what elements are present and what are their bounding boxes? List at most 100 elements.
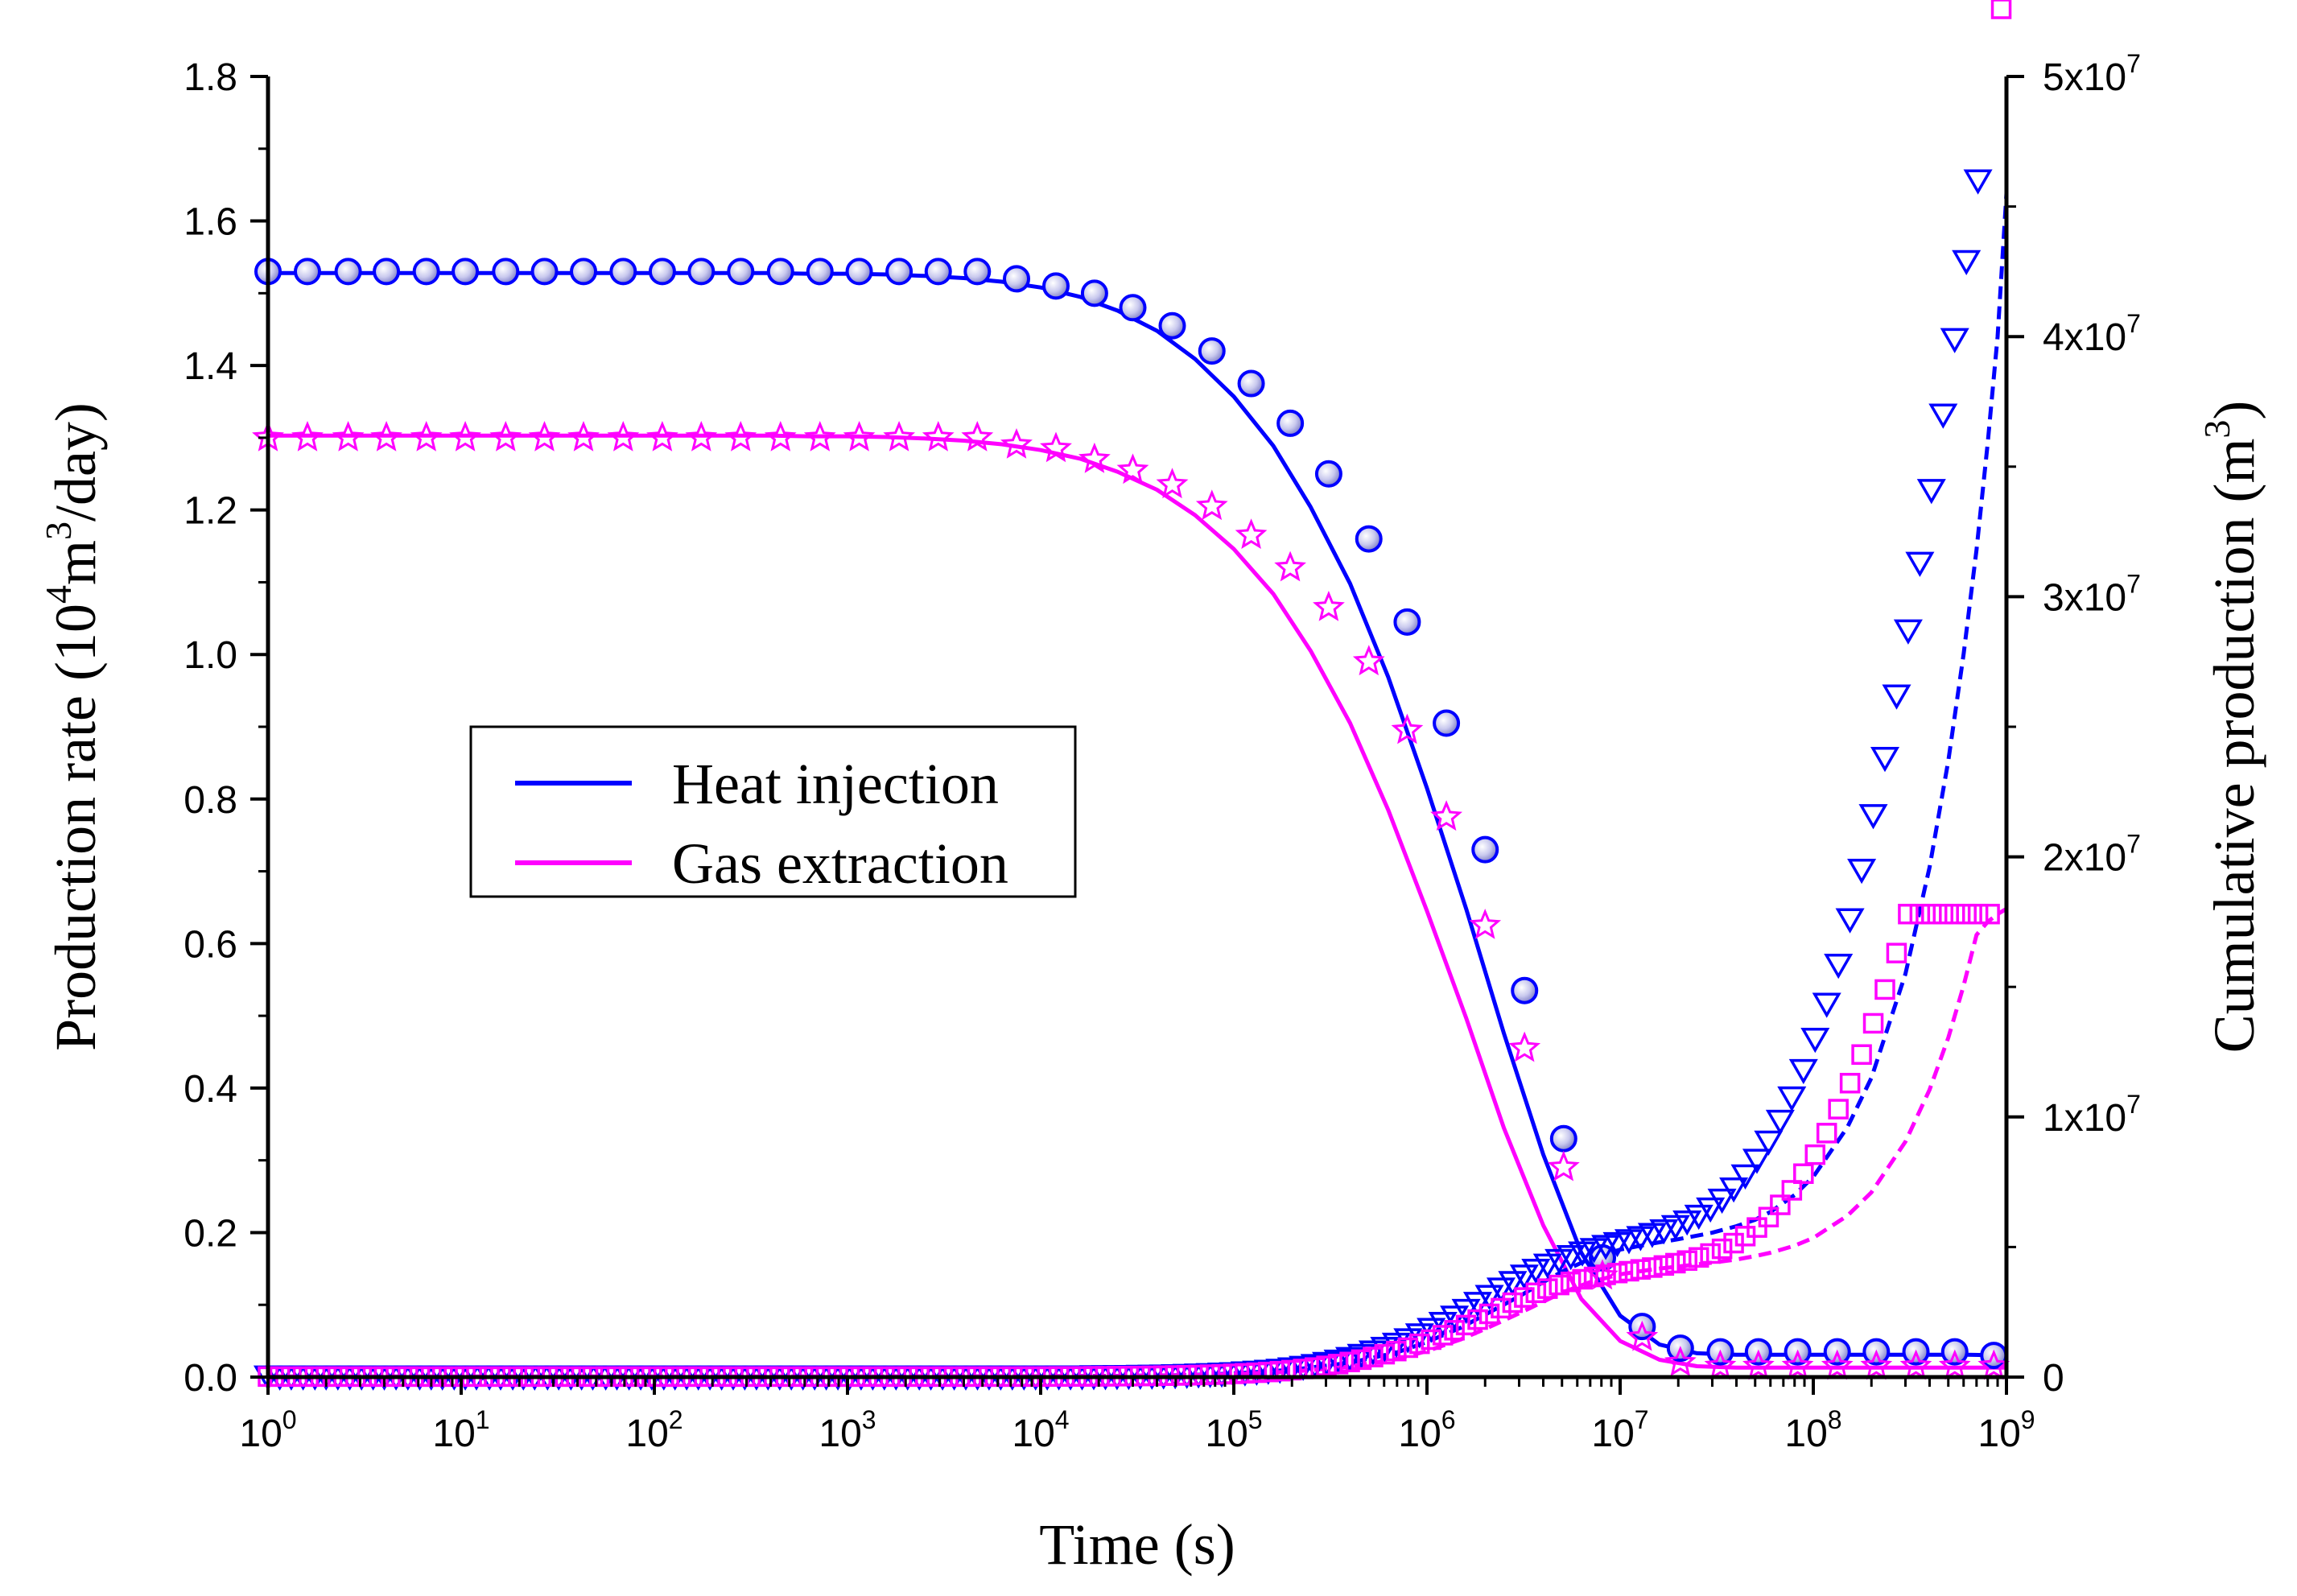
- x-tick-label: 109: [1977, 1405, 2035, 1455]
- gas-rate-marker: [567, 421, 600, 452]
- gas-rate-marker: [1626, 1320, 1659, 1351]
- y-left-tick-label: 0.4: [184, 1068, 237, 1111]
- gas-cumulative-marker: [1258, 1361, 1279, 1383]
- gas-rate-marker: [1430, 800, 1463, 831]
- gas-rate-marker: [922, 421, 955, 452]
- heat-cumulative-marker: [1730, 1164, 1760, 1190]
- gas-cumulative-marker: [1956, 903, 1977, 925]
- heat-rate-marker: [806, 258, 834, 286]
- gas-rate-marker: [764, 421, 797, 452]
- gas-rate-marker: [1391, 713, 1424, 744]
- gas-cumulative-marker: [1421, 1329, 1441, 1351]
- heat-rate-marker: [492, 258, 520, 286]
- gas-cumulative-marker: [1781, 1180, 1803, 1201]
- gas-cumulative-marker: [1839, 1073, 1861, 1094]
- y-right-title-post: ): [2202, 401, 2266, 420]
- gas-rate-marker: [370, 421, 402, 452]
- gas-cumulative-marker: [1665, 1252, 1686, 1274]
- gas-cumulative-marker: [1235, 1363, 1256, 1384]
- heat-cumulative-marker: [1824, 953, 1854, 979]
- gas-rate-marker: [1469, 908, 1502, 939]
- heat-cumulative-marker: [1509, 1264, 1539, 1290]
- heat-rate-marker: [1042, 272, 1070, 300]
- gas-cumulative-marker: [1549, 1274, 1569, 1296]
- gas-rate-marker: [843, 421, 876, 452]
- gas-cumulative-marker: [1979, 903, 2000, 925]
- gas-cumulative-marker: [1467, 1309, 1488, 1330]
- gas-rate-marker: [489, 421, 522, 452]
- gas-rate-marker: [607, 421, 640, 452]
- gas-cumulative-marker: [1804, 1144, 1826, 1165]
- heat-rate-marker: [1355, 525, 1383, 553]
- heat-cumulative-marker: [1812, 992, 1841, 1018]
- y-left-tick-label: 1.0: [184, 634, 237, 677]
- y-right-title-sup: 3: [2196, 420, 2237, 439]
- gas-cumulative-marker: [1793, 1163, 1814, 1185]
- y-left-tick-label: 0.2: [184, 1212, 237, 1255]
- heat-cumulative-marker: [1940, 328, 1969, 353]
- heat-cumulative-marker: [1707, 1188, 1737, 1215]
- y-left-tick-label: 1.6: [184, 201, 237, 244]
- heat-rate-marker: [1471, 835, 1499, 864]
- heat-cumulative-marker: [1835, 908, 1865, 934]
- heat-cumulative-marker: [1742, 1149, 1772, 1174]
- gas-cumulative-marker: [1723, 1232, 1744, 1254]
- gas-cumulative-marker: [1967, 903, 1989, 925]
- y-right-tick-label: 0: [2043, 1357, 2064, 1400]
- heat-cumulative-marker: [1486, 1277, 1516, 1303]
- gas-cumulative-marker: [1316, 1355, 1337, 1376]
- heat-cumulative-marker: [1649, 1219, 1679, 1245]
- heat-rate-marker: [648, 258, 676, 286]
- heat-cumulative-marker: [1754, 1130, 1784, 1157]
- gas-cumulative-marker: [1886, 942, 1907, 963]
- heat-cumulative-marker: [1719, 1177, 1749, 1203]
- heat-rate-marker: [687, 258, 715, 286]
- gas-rate-marker: [1000, 428, 1033, 459]
- y-right-axis-title: Cumulative production (m3): [2196, 401, 2266, 1054]
- gas-rate-marker: [1274, 551, 1307, 582]
- heat-rate-marker: [570, 258, 598, 286]
- gas-rate-marker: [1977, 1349, 2010, 1380]
- y-left-tick-label: 1.2: [184, 490, 237, 533]
- gas-cumulative-marker: [1921, 903, 1942, 925]
- gas-cumulative-marker: [1363, 1346, 1384, 1367]
- gas-cumulative-marker: [1502, 1292, 1524, 1314]
- x-tick-label: 108: [1784, 1405, 1841, 1455]
- gas-cumulative-marker: [1642, 1257, 1663, 1278]
- gas-cumulative-marker: [1828, 1099, 1849, 1120]
- gas-cumulative-marker: [1909, 903, 1931, 925]
- heat-cumulative-marker: [1847, 859, 1877, 885]
- heat-cumulative-marker: [1521, 1259, 1551, 1285]
- y-left-title-pre: Production rate (10: [43, 604, 108, 1051]
- heat-rate-marker: [1393, 608, 1421, 636]
- gas-rate-marker: [528, 421, 561, 452]
- gas-rate-marker: [724, 421, 757, 452]
- gas-rate-marker: [1821, 1349, 1854, 1380]
- gas-cumulative-marker: [1700, 1243, 1721, 1264]
- gas-cumulative-marker: [1874, 979, 1895, 1000]
- gas-rate-marker: [1235, 518, 1268, 549]
- x-tick-label: 106: [1398, 1405, 1455, 1455]
- y-right-title-pre: Cumulative production (m: [2202, 439, 2266, 1054]
- series-markers-1: [252, 421, 2010, 1380]
- heat-rate-marker: [452, 258, 480, 286]
- y-left-axis-ticks: 0.0 0.2 0.4 0.6 0.8 1.0 1.2 1.4 1.6 1.8: [184, 56, 268, 1400]
- heat-cumulative-marker: [1672, 1210, 1702, 1236]
- gas-cumulative-marker: [1990, 0, 2012, 19]
- heat-rate-marker: [373, 258, 401, 286]
- gas-rate-marker: [1156, 468, 1189, 499]
- heat-rate-marker: [1511, 976, 1539, 1004]
- heat-cumulative-marker: [1893, 619, 1923, 645]
- gas-cumulative-marker: [1630, 1259, 1652, 1280]
- gas-cumulative-marker: [1432, 1325, 1454, 1346]
- heat-cumulative-marker: [1696, 1197, 1726, 1223]
- heat-cumulative-marker: [1474, 1285, 1504, 1310]
- heat-rate-marker: [530, 258, 559, 286]
- y-left-tick-label: 0.0: [184, 1357, 237, 1400]
- heat-cumulative-marker: [1882, 684, 1911, 710]
- heat-rate-marker: [412, 258, 440, 286]
- series-line-1: [268, 433, 2006, 1370]
- gas-cumulative-marker: [1397, 1337, 1419, 1359]
- gas-cumulative-marker: [1537, 1278, 1558, 1299]
